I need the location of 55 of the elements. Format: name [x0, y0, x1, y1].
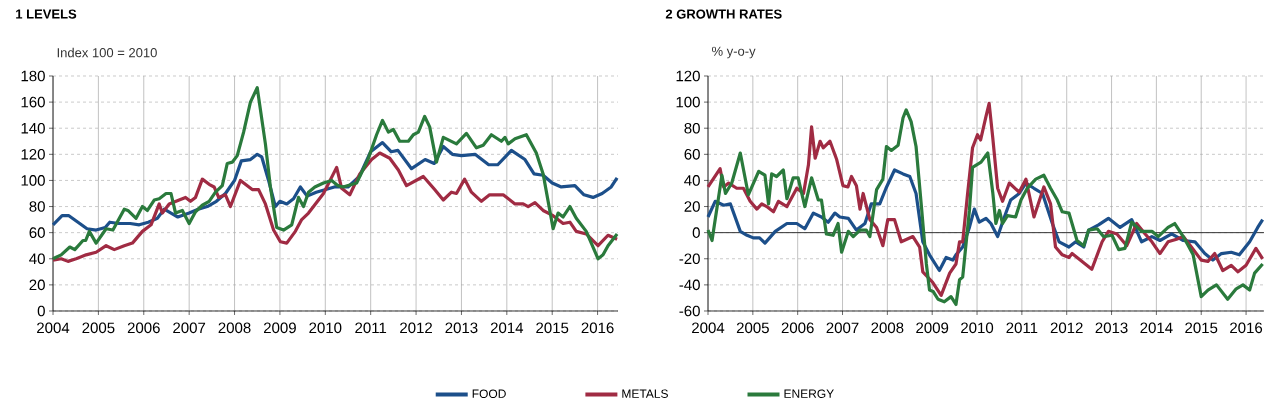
x-tick-label: 2011	[1006, 322, 1038, 334]
x-tick-label: 2013	[1095, 322, 1128, 334]
y-tick-label: 20	[684, 201, 700, 212]
chart-title: 2 GROWTH RATES	[665, 9, 782, 19]
x-tick-label: 2006	[781, 322, 814, 334]
x-tick-label: 2012	[400, 322, 432, 334]
line-series	[51, 86, 619, 261]
y-tick-label: 180	[21, 70, 45, 82]
x-tick-label: 2004	[37, 322, 70, 334]
y-tick-label: 80	[29, 201, 45, 212]
y-tick-label: 60	[29, 227, 45, 238]
x-tick-label: 2008	[871, 322, 904, 334]
y-tick-label: -60	[679, 305, 700, 317]
y-tick-label: 100	[676, 96, 700, 108]
x-tick-label: 2016	[581, 322, 614, 334]
y-axis-title: % y-o-y	[712, 46, 756, 59]
y-tick-label: 40	[29, 253, 45, 265]
x-tick-label: 2015	[1185, 322, 1218, 334]
y-tick-label: -40	[679, 279, 700, 291]
y-tick-label: 0	[692, 227, 700, 238]
x-tick-label: 2010	[961, 322, 994, 334]
legend-label: METALS	[622, 389, 668, 398]
x-tick-label: 2007	[173, 322, 206, 334]
chart-title: 1 LEVELS	[16, 9, 77, 19]
x-tick-label: 2010	[309, 322, 342, 334]
y-tick-label: 60	[684, 149, 700, 160]
x-tick-label: 2007	[826, 322, 859, 334]
y-tick-label: 40	[684, 175, 700, 186]
x-tick-label: 2009	[263, 322, 296, 334]
y-tick-label: 80	[684, 122, 700, 134]
x-tick-label: 2005	[82, 322, 115, 334]
y-tick-label: 20	[29, 279, 45, 291]
y-tick-label: 120	[21, 149, 45, 160]
x-tick-label: 2016	[1230, 322, 1263, 334]
x-tick-label: 2008	[218, 322, 251, 334]
x-tick-label: 2013	[445, 322, 478, 334]
x-tick-label: 2014	[1140, 322, 1173, 334]
y-tick-label: 140	[21, 122, 45, 134]
y-tick-label: 100	[21, 175, 45, 186]
x-tick-label: 2011	[355, 322, 387, 334]
x-tick-label: 2005	[736, 322, 769, 334]
x-tick-label: 2006	[127, 322, 160, 334]
y-tick-label: 0	[37, 305, 45, 317]
x-tick-label: 2009	[916, 322, 949, 334]
x-tick-label: 2015	[536, 322, 569, 334]
x-tick-label: 2014	[490, 322, 524, 334]
line-series	[51, 151, 619, 263]
y-tick-label: 160	[21, 96, 45, 108]
legend-label: FOOD	[472, 389, 506, 398]
y-tick-label: 120	[676, 70, 700, 82]
x-tick-label: 2004	[692, 322, 725, 334]
legend-label: ENERGY	[784, 389, 834, 398]
y-tick-label: -20	[679, 253, 700, 265]
x-tick-label: 2012	[1050, 322, 1083, 334]
y-axis-title: Index 100 = 2010	[57, 47, 157, 58]
